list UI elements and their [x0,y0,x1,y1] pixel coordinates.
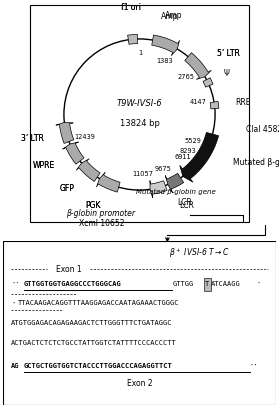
Text: ATGTGGAGACAGAGAAGACTCTTGGGTTTCTGATAGGC: ATGTGGAGACAGAGAAGACTCTTGGGTTTCTGATAGGC [11,320,172,326]
Polygon shape [62,142,84,164]
Text: PGK: PGK [86,201,101,210]
Text: Exon 2: Exon 2 [127,379,152,388]
Text: f1 ori: f1 ori [121,3,141,12]
Text: GTTGG: GTTGG [172,281,194,287]
Text: 5’ LTR: 5’ LTR [217,49,240,58]
Text: 5529: 5529 [185,137,201,144]
Text: Exon 1: Exon 1 [56,265,81,274]
Text: ATCAAGG: ATCAAGG [211,281,241,287]
Text: 3’ LTR: 3’ LTR [21,134,44,143]
Text: WPRE: WPRE [33,161,55,170]
Text: 8293: 8293 [180,148,196,154]
Text: 6911: 6911 [175,154,191,160]
Text: RRE: RRE [235,98,251,107]
Text: 12439: 12439 [74,134,95,140]
Polygon shape [152,35,179,56]
Polygon shape [56,122,74,144]
Text: 1: 1 [138,49,143,56]
Polygon shape [165,173,184,193]
Text: 2765: 2765 [177,74,194,80]
Text: $\beta^+$ IVSI-6 T$\rightarrow$C: $\beta^+$ IVSI-6 T$\rightarrow$C [169,246,230,260]
Text: f1 ori: f1 ori [121,3,141,12]
Text: T: T [205,281,209,287]
Polygon shape [97,172,120,192]
Text: GFP: GFP [60,184,75,193]
Text: PGK: PGK [86,201,101,210]
Text: Amp: Amp [165,11,183,20]
Text: ·: · [256,281,260,287]
Text: β-globin promoter: β-globin promoter [66,209,135,218]
Text: GTTGGTGGTGAGGCCCTGGGCAG: GTTGGTGGTGAGGCCCTGGGCAG [24,281,122,287]
Polygon shape [185,53,211,79]
Text: Ψ: Ψ [224,69,230,78]
Text: GFP: GFP [60,184,75,193]
Text: AG: AG [11,363,20,369]
Polygon shape [150,180,167,198]
Text: ClaI 4582: ClaI 4582 [246,125,279,134]
Polygon shape [210,101,219,109]
Polygon shape [180,133,218,182]
Text: LCR: LCR [177,198,192,207]
Bar [204,278,211,291]
Polygon shape [76,159,100,182]
Text: XcmI 10652: XcmI 10652 [79,219,124,228]
Text: TTACAAGACAGGTTTAAGGAGACCAATAGAAACTGGGC: TTACAAGACAGGTTTAAGGAGACCAATAGAAACTGGGC [18,301,179,306]
Polygon shape [203,78,213,87]
Text: 4147: 4147 [189,99,206,105]
Text: GCTGCTGGTGGTCTACCCTTGGACCCAGAGGTTCT: GCTGCTGGTGGTCTACCCTTGGACCCAGAGGTTCT [24,363,173,369]
Text: 9675: 9675 [154,166,171,172]
Text: T9W-IVSI-6: T9W-IVSI-6 [117,99,162,108]
Text: ··: ·· [250,363,258,369]
Text: 3’ LTR: 3’ LTR [21,134,44,143]
Text: 13824 bp: 13824 bp [120,119,159,128]
Polygon shape [128,34,138,44]
Text: ··: ·· [11,281,20,287]
Text: 5’ LTR: 5’ LTR [217,49,240,58]
Text: 11057: 11057 [132,171,153,177]
Text: WPRE: WPRE [33,161,55,170]
Text: 1383: 1383 [156,58,173,63]
Text: Mutated β-globin gene: Mutated β-globin gene [136,189,216,196]
Text: Amp: Amp [161,12,179,21]
Text: ACTGACTCTCTCTGCCTATTGGTCTATTTTCCCACCCTT: ACTGACTCTCTCTGCCTATTGGTCTATTTTCCCACCCTT [11,340,177,346]
Text: Mutated β-globin gene: Mutated β-globin gene [233,158,279,167]
Text: LCR: LCR [179,201,194,210]
Text: ·: · [11,301,15,306]
